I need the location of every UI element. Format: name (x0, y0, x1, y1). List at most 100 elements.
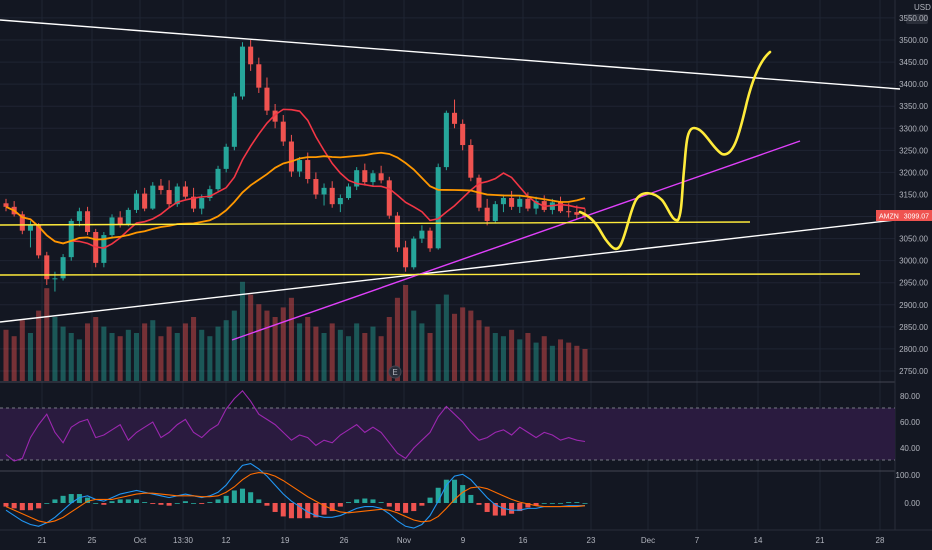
macd-hist-bar (411, 503, 417, 512)
macd-hist-bar (231, 490, 237, 503)
magenta-trendline[interactable] (231, 140, 801, 341)
candle-body (321, 187, 327, 195)
volume-bar (150, 320, 156, 381)
candle-body (329, 187, 335, 205)
volume-bar (239, 281, 246, 381)
candle-body (264, 87, 270, 111)
candle-body (68, 220, 74, 258)
volume-bar (460, 307, 466, 381)
candle-body (378, 173, 384, 181)
candle-body (533, 201, 539, 209)
candle-body (411, 238, 417, 268)
candle-body (76, 211, 82, 221)
volume-bar (3, 329, 9, 381)
macd-hist-bar (142, 502, 148, 503)
macd-hist-bar (288, 503, 294, 519)
last-price-tag: AMZN 3099.07 (876, 210, 932, 221)
volume-bar (525, 333, 531, 381)
volume-bar (517, 339, 523, 381)
time-axis-label: Dec (641, 536, 655, 545)
candle-body (3, 203, 9, 207)
rsi-axis: 80.00 60.00 40.00 (900, 392, 921, 453)
volume-bar (158, 336, 164, 381)
volume-bar (533, 342, 539, 381)
rsi-axis-tick: 60.00 (900, 418, 921, 427)
volume-bar (541, 336, 547, 381)
volume-bar (174, 333, 180, 381)
candle-body (117, 217, 123, 225)
macd-line (5, 462, 585, 529)
candle-body (354, 170, 360, 187)
candle-body (125, 209, 131, 225)
candle-body (166, 190, 172, 205)
macd-hist-bar (541, 503, 547, 504)
candle-body (36, 225, 42, 256)
time-axis-label: 9 (461, 536, 466, 545)
yellow-support-upper[interactable] (0, 221, 751, 226)
volume-bar (321, 333, 327, 381)
volume-bar (378, 336, 384, 381)
macd-hist-bar (125, 499, 131, 503)
macd-hist-bar (403, 503, 409, 513)
candle-body (223, 146, 229, 169)
candle-body (150, 185, 156, 209)
macd-hist-bar (158, 503, 164, 505)
volume-bar (280, 307, 286, 381)
price-axis-tick: 3150.00 (899, 190, 928, 199)
volume-bar (566, 342, 572, 381)
volume-bar (443, 294, 449, 381)
volume-bar (362, 333, 368, 381)
volume-bar (329, 323, 335, 381)
macd-hist-bar (394, 503, 400, 512)
volume-bar (313, 326, 319, 381)
price-axis-tick: 3350.00 (899, 102, 928, 111)
macd-hist-bar (533, 503, 539, 506)
time-axis-label: 26 (340, 536, 349, 545)
time-axis-label: 16 (519, 536, 528, 545)
candle-body (101, 235, 107, 263)
currency-label: USD (914, 3, 931, 12)
volume-bar (509, 329, 515, 381)
volume-bar (370, 326, 376, 381)
time-axis[interactable]: 21 25 Oct 13:30 12 19 26 Nov 9 16 23 Dec 7 14 21 28 (38, 536, 885, 545)
event-marker-label: E (392, 368, 397, 377)
projection-path[interactable] (578, 50, 772, 251)
macd-hist-bar (174, 503, 180, 504)
price-axis-tick: 3250.00 (899, 146, 928, 155)
price-axis-tick: 3000.00 (899, 257, 928, 266)
volume-bar (223, 320, 229, 381)
yellow-support-lower[interactable] (0, 273, 861, 276)
time-axis-label: 19 (281, 536, 290, 545)
candle-body (109, 217, 115, 236)
earnings-event-marker[interactable]: E (388, 365, 402, 379)
time-axis-label: 12 (222, 536, 231, 545)
macd-hist-bar (574, 502, 580, 503)
macd-hist-bar (321, 503, 327, 515)
macd-hist-bar (85, 497, 91, 503)
volume-bar (191, 317, 197, 381)
macd-hist-bar (150, 503, 156, 504)
candle-body (297, 160, 303, 172)
macd-hist-bar (256, 499, 262, 503)
volume-bar (264, 310, 270, 381)
volume-bar (297, 323, 303, 381)
price-axis-tick: 3300.00 (899, 124, 928, 133)
lower-support-trendline[interactable] (0, 219, 896, 323)
rsi-band-fill (0, 408, 895, 460)
candle-body (52, 278, 58, 280)
volume-bar (117, 336, 123, 381)
volume-bar (231, 310, 237, 381)
time-axis-label: Nov (397, 536, 411, 545)
candle-body (174, 186, 180, 205)
candle-body (566, 211, 572, 213)
upper-resistance-trendline[interactable] (0, 19, 901, 90)
price-axis-tick: 2950.00 (899, 279, 928, 288)
volume-bar (476, 320, 482, 381)
candle-body (280, 121, 286, 142)
volume-bar (142, 323, 148, 381)
rsi-line (5, 389, 586, 462)
price-axis-tick: 2850.00 (899, 323, 928, 332)
macd-hist-bar (215, 499, 221, 503)
volume-bar (574, 345, 580, 381)
